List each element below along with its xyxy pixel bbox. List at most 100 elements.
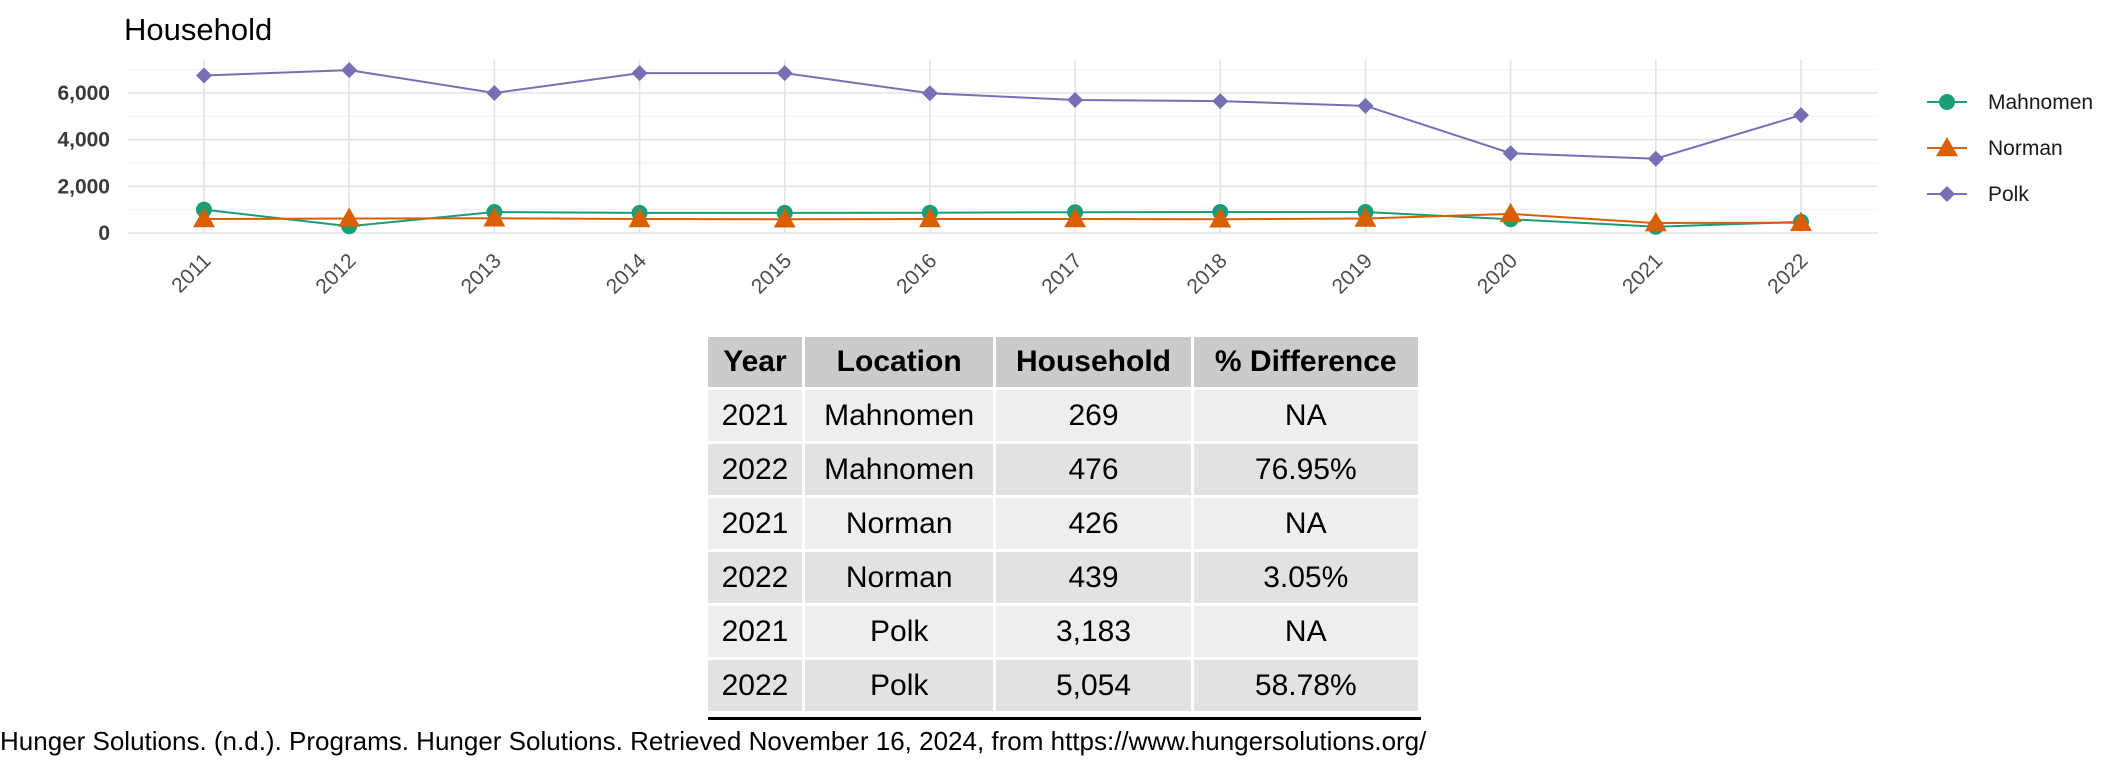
cell-household: 3,183 [996,606,1191,657]
data-point-polk [921,85,938,102]
data-point-norman [1209,208,1232,228]
data-point-norman [1354,207,1377,227]
cell-location: Mahnomen [804,444,994,495]
x-tick-label: 2018 [1183,249,1232,298]
y-tick-label: 2,000 [57,175,110,198]
x-tick-label: 2015 [747,249,796,298]
x-tick-label: 2022 [1763,249,1812,298]
x-tick-label: 2011 [167,249,215,297]
data-point-norman [1790,211,1812,232]
table-row: 2022 Norman 439 3.05% [708,552,1418,603]
chart-grid [128,60,1878,234]
legend-key-marker-norman [1936,137,1958,157]
source-caption: Hunger Solutions. (n.d.). Programs. Hung… [0,726,1427,756]
cell-household: 426 [996,498,1191,549]
legend-key-marker-polk [1939,186,1955,202]
cell-percent-difference: 3.05% [1193,552,1418,603]
household-difference-table-wrapper: Year Location Household % Difference 202… [708,337,1424,714]
chart-title: Household [124,12,272,47]
cell-year: 2022 [708,444,802,495]
data-point-norman [338,207,361,227]
legend-item-polk: Polk [1927,183,2029,206]
x-tick-label: 2021 [1618,249,1667,298]
series-line-norman [203,212,1802,225]
table-row: 2021 Polk 3,183 NA [708,606,1418,657]
series-polk [196,62,1809,167]
cell-household: 439 [996,552,1191,603]
chart-series [193,62,1812,235]
legend-key-marker-mahnomen [1939,94,1955,110]
cell-year: 2021 [708,606,802,657]
cell-percent-difference: NA [1193,606,1418,657]
data-point-polk [631,65,648,82]
data-point-polk [776,65,793,82]
cell-year: 2021 [708,390,802,441]
table-row: 2022 Polk 5,054 58.78% [708,660,1418,711]
legend-label-norman: Norman [1988,137,2063,160]
x-tick-label: 2016 [892,249,941,298]
data-point-polk [1793,107,1809,124]
y-tick-label: 0 [98,222,110,245]
x-tick-label: 2017 [1037,249,1086,298]
cell-year: 2022 [708,660,802,711]
table-header-row: Year Location Household % Difference [708,337,1418,387]
table-row: 2022 Mahnomen 476 76.95% [708,444,1418,495]
cell-year: 2021 [708,498,802,549]
cell-location: Norman [804,498,994,549]
cell-household: 269 [996,390,1191,441]
data-point-polk [486,85,503,101]
data-point-polk [1502,145,1519,162]
x-tick-label: 2019 [1328,249,1377,298]
series-line-polk [203,69,1802,160]
data-point-polk [1212,93,1229,110]
cell-location: Norman [804,552,994,603]
x-tick-label: 2013 [457,249,506,298]
cell-year: 2022 [708,552,802,603]
y-tick-label: 4,000 [57,129,110,152]
data-point-norman [1064,208,1087,228]
x-tick-label: 2014 [602,249,652,299]
cell-percent-difference: NA [1193,390,1418,441]
data-point-norman [628,208,651,228]
data-point-polk [1357,97,1374,114]
cell-percent-difference: 76.95% [1193,444,1418,495]
data-point-norman [773,208,796,228]
data-point-polk [341,62,358,79]
column-header-household: Household [996,337,1191,387]
legend-item-norman: Norman [1927,137,2063,160]
cell-location: Polk [804,606,994,657]
cell-household: 5,054 [996,660,1191,711]
column-header-location: Location [804,337,994,387]
cell-percent-difference: NA [1193,498,1418,549]
legend-item-mahnomen: Mahnomen [1927,91,2093,114]
cell-percent-difference: 58.78% [1193,660,1418,711]
column-header-year: Year [708,337,802,387]
x-tick-label: 2020 [1473,249,1522,298]
legend-label-mahnomen: Mahnomen [1988,91,2093,114]
x-tick-label: 2012 [311,249,360,298]
data-point-norman [483,207,506,227]
data-point-polk [1647,150,1664,167]
data-point-norman [193,208,215,228]
y-tick-label: 6,000 [57,82,110,105]
cell-location: Mahnomen [804,390,994,441]
household-difference-table: Year Location Household % Difference 202… [705,334,1421,714]
table-bottom-rule [708,717,1421,720]
cell-location: Polk [804,660,994,711]
data-point-norman [918,208,941,228]
y-axis-ticks: 0 2,000 4,000 6,000 [57,82,110,245]
data-point-norman [1644,212,1667,232]
data-point-polk [1067,92,1084,108]
x-axis-ticks: 2011 2012 2013 2014 2015 2016 2017 2018 2019 2020… [167,249,1812,299]
data-point-polk [196,67,212,84]
table-row: 2021 Norman 426 NA [708,498,1418,549]
chart-legend: Mahnomen Norman Polk [1927,91,2093,206]
data-point-norman [1499,202,1522,223]
table-row: 2021 Mahnomen 269 NA [708,390,1418,441]
cell-household: 476 [996,444,1191,495]
legend-label-polk: Polk [1988,183,2029,206]
column-header-percent-difference: % Difference [1193,337,1418,387]
series-norman [193,202,1812,232]
series-line-mahnomen [203,208,1802,228]
